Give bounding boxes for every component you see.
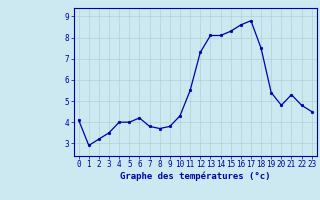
X-axis label: Graphe des températures (°c): Graphe des températures (°c) [120,172,270,181]
